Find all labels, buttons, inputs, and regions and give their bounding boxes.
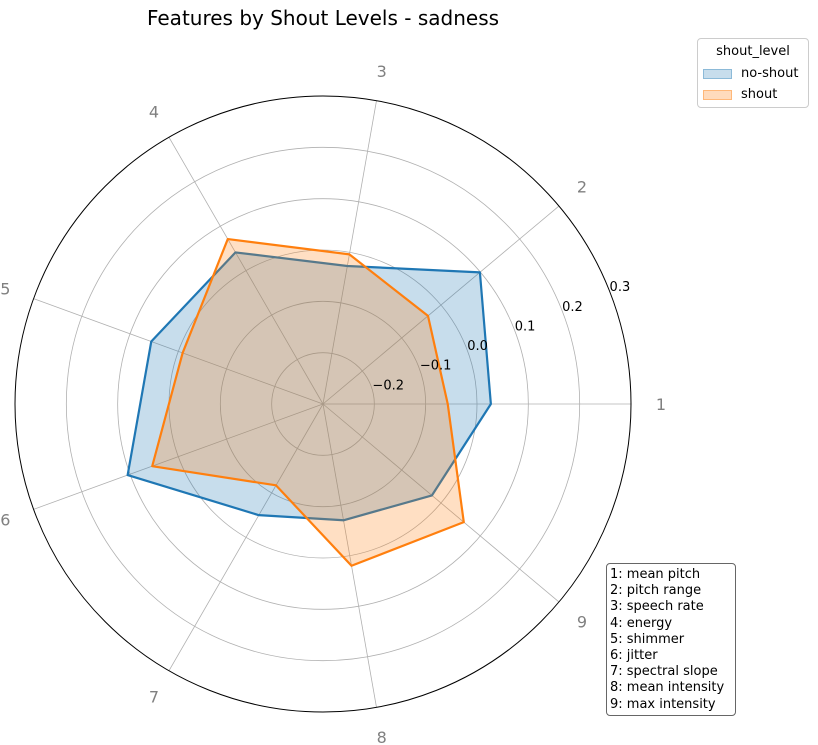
feature-key-line: 1: mean pitch <box>610 567 701 582</box>
angular-gridline <box>322 403 377 708</box>
radial-tick-label: 0.0 <box>467 339 488 354</box>
feature-key-line: 3: speech rate <box>610 599 704 615</box>
series-line-shout <box>151 237 465 567</box>
polar-frame <box>14 95 632 713</box>
feature-key-line: 6: jitter <box>610 648 658 664</box>
legend: shout_level no-shout shout <box>697 38 809 108</box>
feature-key-box: 1: mean pitch 2: pitch range 3: speech r… <box>606 563 736 716</box>
feature-key-line: 8: mean intensity <box>610 680 725 696</box>
legend-label-no-shout: no-shout <box>741 66 799 81</box>
feature-key-line: 2: pitch range <box>610 583 702 599</box>
series-line-no-shout <box>126 251 492 522</box>
angular-axis-label: 3 <box>377 62 387 81</box>
angular-gridline <box>33 403 324 510</box>
series-area-shout <box>152 239 464 566</box>
series-layer <box>126 237 492 567</box>
legend-label-shout: shout <box>741 87 778 102</box>
radial-tick-label: −0.1 <box>420 359 452 374</box>
angular-gridline <box>33 298 324 405</box>
feature-key-line: 9: max intensity <box>610 696 716 712</box>
radial-tick-label: 0.1 <box>515 319 536 334</box>
angular-gridline <box>322 403 560 603</box>
angular-axis-labels: 1 2 3 4 5 6 7 8 9 <box>0 62 666 745</box>
radial-tick-label: 0.3 <box>610 280 631 295</box>
angular-axis-label: 8 <box>377 728 387 745</box>
legend-swatch-no-shout <box>703 69 732 79</box>
angular-axis-label: 4 <box>149 102 159 121</box>
chart-title: Features by Shout Levels - sadness <box>147 6 499 30</box>
angular-gridline <box>322 100 377 405</box>
legend-title: shout_level <box>716 44 790 59</box>
angular-axis-label: 1 <box>656 395 666 414</box>
angular-gridline <box>168 137 324 405</box>
radial-tick-labels: −0.2 −0.1 0.0 0.1 0.2 0.3 <box>372 280 630 393</box>
legend-swatch-shout <box>703 90 732 100</box>
polar-grid <box>14 95 632 713</box>
radial-tick-label: −0.2 <box>372 378 404 393</box>
angular-gridline <box>168 403 324 671</box>
angular-axis-label: 5 <box>0 279 10 298</box>
feature-key-line: 7: spectral slope <box>610 664 718 680</box>
angular-gridline <box>322 205 560 405</box>
angular-axis-label: 2 <box>577 178 587 197</box>
series-area-no-shout <box>127 252 491 521</box>
feature-key-line: 4: energy <box>610 615 673 631</box>
angular-axis-label: 6 <box>0 511 10 530</box>
radial-tick-label: 0.2 <box>562 300 583 315</box>
angular-axis-label: 7 <box>149 688 159 707</box>
angular-axis-label: 9 <box>577 612 587 631</box>
feature-key-line: 5: shimmer <box>610 631 685 647</box>
